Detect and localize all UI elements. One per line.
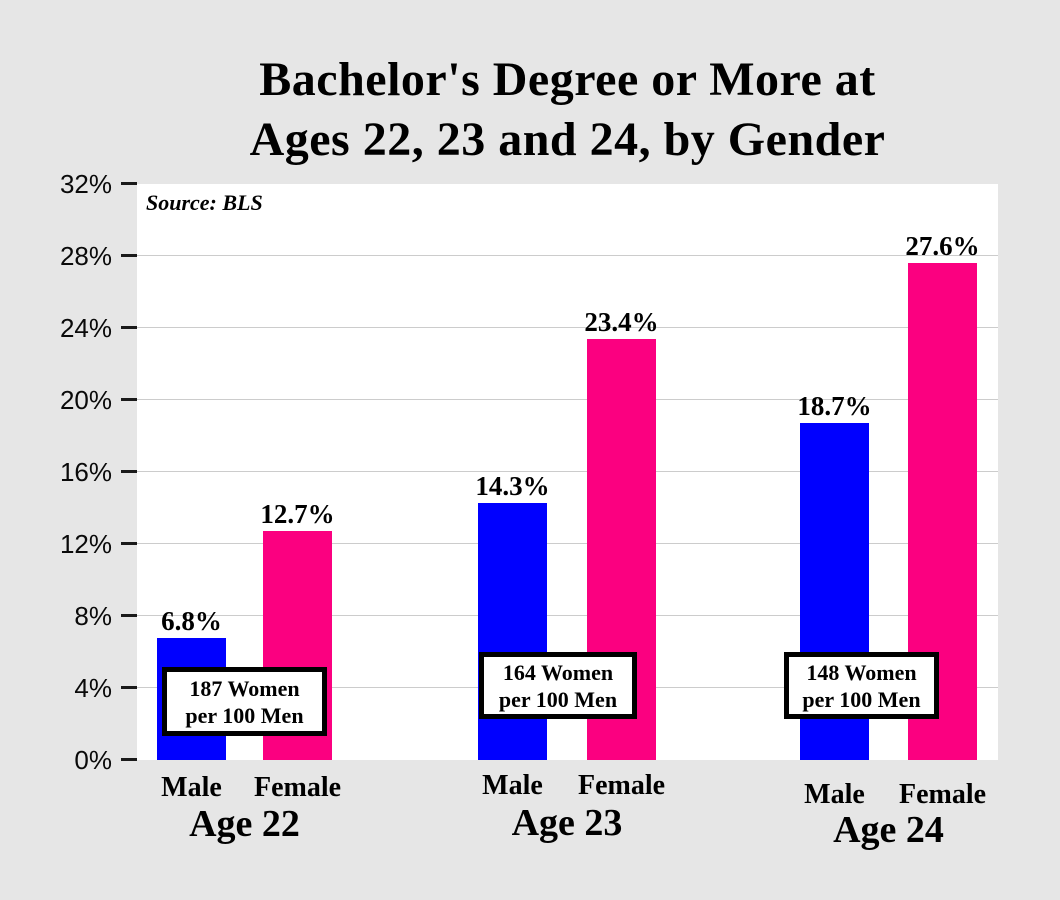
ytick-label-20%: 20% xyxy=(59,385,112,415)
ytick-dash-24% xyxy=(121,326,137,329)
annotation-box-age-24: 148 Women per 100 Men xyxy=(784,652,939,719)
ytick-dash-8% xyxy=(121,614,137,617)
chart-title: Bachelor's Degree or More at Ages 22, 23… xyxy=(75,50,1060,170)
ytick-dash-12% xyxy=(121,542,137,545)
ytick-dash-4% xyxy=(121,686,137,689)
gridline-28% xyxy=(137,255,998,256)
gridline-16% xyxy=(137,471,998,472)
xlabel-male-age-22: Male xyxy=(161,772,222,803)
bar-value-female-age-24: 27.6% xyxy=(905,231,980,261)
ytick-dash-16% xyxy=(121,470,137,473)
bar-value-male-age-23: 14.3% xyxy=(475,471,550,501)
source-note: Source: BLS xyxy=(146,190,263,215)
annotation-box-age-22: 187 Women per 100 Men xyxy=(162,667,327,736)
bar-value-female-age-22: 12.7% xyxy=(260,499,335,529)
xlabel-male-age-24: Male xyxy=(804,779,865,810)
ytick-dash-20% xyxy=(121,398,137,401)
ytick-dash-0% xyxy=(121,758,137,761)
bar-value-female-age-23: 23.4% xyxy=(584,307,659,337)
ytick-label-16%: 16% xyxy=(59,457,112,487)
bar-value-male-age-24: 18.7% xyxy=(797,391,872,421)
gridline-20% xyxy=(137,399,998,400)
xlabel-female-age-24: Female xyxy=(898,779,987,810)
annotation-box-age-23: 164 Women per 100 Men xyxy=(479,652,637,719)
ytick-label-28%: 28% xyxy=(59,241,112,271)
bar-male-age-23 xyxy=(478,503,547,760)
annotation-line2: per 100 Men xyxy=(802,686,921,712)
gridline-12% xyxy=(137,543,998,544)
group-label-age-22: Age 22 xyxy=(189,803,300,845)
annotation-line2: per 100 Men xyxy=(498,686,618,712)
chart-title-line2: Ages 22, 23 and 24, by Gender xyxy=(249,113,886,166)
ytick-label-12%: 12% xyxy=(59,529,112,559)
annotation-line1: 187 Women xyxy=(189,675,300,701)
ytick-label-0%: 0% xyxy=(74,745,112,775)
gridline-8% xyxy=(137,615,998,616)
group-label-age-23: Age 23 xyxy=(511,802,623,844)
group-label-age-24: Age 24 xyxy=(833,809,944,851)
ytick-label-8%: 8% xyxy=(74,601,112,631)
xlabel-male-age-23: Male xyxy=(482,770,543,801)
annotation-line1: 148 Women xyxy=(806,659,917,685)
ytick-label-32%: 32% xyxy=(59,169,112,199)
ytick-dash-32% xyxy=(121,182,137,185)
ytick-label-4%: 4% xyxy=(74,673,112,703)
gridline-24% xyxy=(137,327,998,328)
ytick-label-24%: 24% xyxy=(59,313,112,343)
annotation-line1: 164 Women xyxy=(502,659,614,685)
chart-title-line1: Bachelor's Degree or More at xyxy=(259,53,876,106)
xlabel-female-age-22: Female xyxy=(253,772,342,803)
bar-value-male-age-22: 6.8% xyxy=(161,606,222,636)
annotation-line2: per 100 Men xyxy=(185,702,304,728)
ytick-dash-28% xyxy=(121,254,137,257)
xlabel-female-age-23: Female xyxy=(577,770,666,801)
